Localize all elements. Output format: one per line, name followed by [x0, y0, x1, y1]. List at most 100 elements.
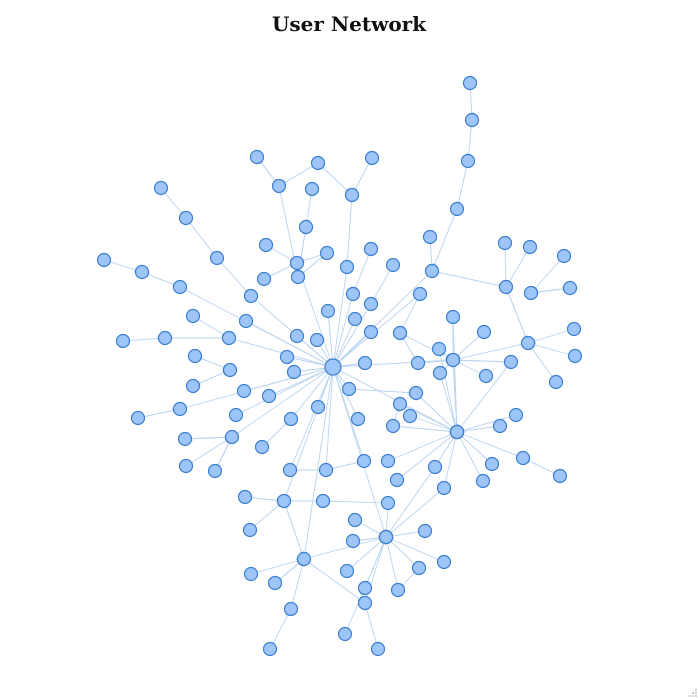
graph-node[interactable] — [378, 529, 394, 545]
graph-node[interactable] — [363, 296, 379, 312]
graph-node[interactable] — [523, 285, 539, 301]
graph-node[interactable] — [566, 321, 582, 337]
graph-node[interactable] — [315, 493, 331, 509]
graph-node[interactable] — [258, 237, 274, 253]
graph-node[interactable] — [412, 286, 428, 302]
graph-node[interactable] — [261, 388, 277, 404]
graph-node[interactable] — [548, 374, 564, 390]
graph-node[interactable] — [449, 424, 465, 440]
graph-node[interactable] — [357, 595, 373, 611]
graph-node[interactable] — [304, 181, 320, 197]
graph-node[interactable] — [249, 149, 265, 165]
graph-node[interactable] — [289, 328, 305, 344]
graph-node[interactable] — [283, 411, 299, 427]
graph-node[interactable] — [476, 324, 492, 340]
graph-node[interactable] — [380, 495, 396, 511]
graph-node[interactable] — [449, 201, 465, 217]
graph-node[interactable] — [460, 153, 476, 169]
graph-node[interactable] — [207, 463, 223, 479]
graph-node[interactable] — [310, 399, 326, 415]
graph-node[interactable] — [290, 269, 306, 285]
graph-node[interactable] — [364, 150, 380, 166]
graph-node[interactable] — [484, 456, 500, 472]
graph-node[interactable] — [319, 245, 335, 261]
graph-node[interactable] — [431, 341, 447, 357]
graph-node[interactable] — [256, 271, 272, 287]
graph-node[interactable] — [187, 348, 203, 364]
graph-node[interactable] — [209, 250, 225, 266]
graph-node[interactable] — [562, 280, 578, 296]
graph-node[interactable] — [242, 522, 258, 538]
graph-node[interactable] — [411, 560, 427, 576]
graph-node[interactable] — [436, 480, 452, 496]
graph-node[interactable] — [389, 472, 405, 488]
graph-node[interactable] — [243, 566, 259, 582]
graph-node[interactable] — [153, 180, 169, 196]
graph-node[interactable] — [130, 410, 146, 426]
graph-node[interactable] — [350, 411, 366, 427]
graph-node[interactable] — [347, 512, 363, 528]
graph-node[interactable] — [318, 462, 334, 478]
graph-node[interactable] — [402, 408, 418, 424]
graph-node[interactable] — [221, 330, 237, 346]
graph-node[interactable] — [271, 178, 287, 194]
graph-node[interactable] — [464, 112, 480, 128]
graph-node[interactable] — [238, 313, 254, 329]
graph-node[interactable] — [347, 311, 363, 327]
graph-node[interactable] — [390, 582, 406, 598]
graph-node[interactable] — [115, 333, 131, 349]
graph-node[interactable] — [341, 381, 357, 397]
graph-node[interactable] — [508, 407, 524, 423]
graph-node[interactable] — [380, 453, 396, 469]
graph-node[interactable] — [296, 551, 312, 567]
graph-node[interactable] — [363, 324, 379, 340]
graph-node[interactable] — [422, 229, 438, 245]
graph-node[interactable] — [345, 286, 361, 302]
graph-node[interactable] — [236, 383, 252, 399]
graph-node[interactable] — [237, 489, 253, 505]
graph-node[interactable] — [177, 431, 193, 447]
graph-node[interactable] — [432, 365, 448, 381]
graph-node[interactable] — [243, 288, 259, 304]
graph-node[interactable] — [222, 362, 238, 378]
graph-node[interactable] — [363, 241, 379, 257]
graph-node[interactable] — [282, 462, 298, 478]
graph-node[interactable] — [178, 458, 194, 474]
graph-node[interactable] — [262, 641, 278, 657]
graph-node[interactable] — [286, 364, 302, 380]
graph-node[interactable] — [498, 279, 514, 295]
graph-node[interactable] — [522, 239, 538, 255]
graph-node[interactable] — [276, 493, 292, 509]
graph-node[interactable] — [357, 580, 373, 596]
graph-node[interactable] — [337, 626, 353, 642]
graph-node[interactable] — [320, 303, 336, 319]
graph-node[interactable] — [445, 309, 461, 325]
graph-node[interactable] — [410, 355, 426, 371]
graph-node[interactable] — [503, 354, 519, 370]
graph-node[interactable] — [370, 641, 386, 657]
graph-node[interactable] — [497, 235, 513, 251]
graph-node[interactable] — [357, 355, 373, 371]
graph-node[interactable] — [289, 255, 305, 271]
graph-node[interactable] — [344, 187, 360, 203]
graph-node[interactable] — [172, 401, 188, 417]
graph-node[interactable] — [556, 248, 572, 264]
graph-node[interactable] — [185, 308, 201, 324]
graph-node[interactable] — [436, 554, 452, 570]
graph-node[interactable] — [224, 429, 240, 445]
graph-node[interactable] — [408, 385, 424, 401]
graph-node[interactable] — [515, 450, 531, 466]
graph-node[interactable] — [178, 210, 194, 226]
graph-node[interactable] — [475, 473, 491, 489]
graph-node[interactable] — [310, 155, 326, 171]
graph-node[interactable] — [445, 352, 461, 368]
graph-node[interactable] — [254, 439, 270, 455]
graph-node[interactable] — [157, 330, 173, 346]
graph-node[interactable] — [283, 601, 299, 617]
graph-node[interactable] — [172, 279, 188, 295]
graph-node[interactable] — [267, 575, 283, 591]
graph-node[interactable] — [492, 418, 508, 434]
graph-node[interactable] — [298, 219, 314, 235]
graph-node[interactable] — [324, 358, 342, 376]
